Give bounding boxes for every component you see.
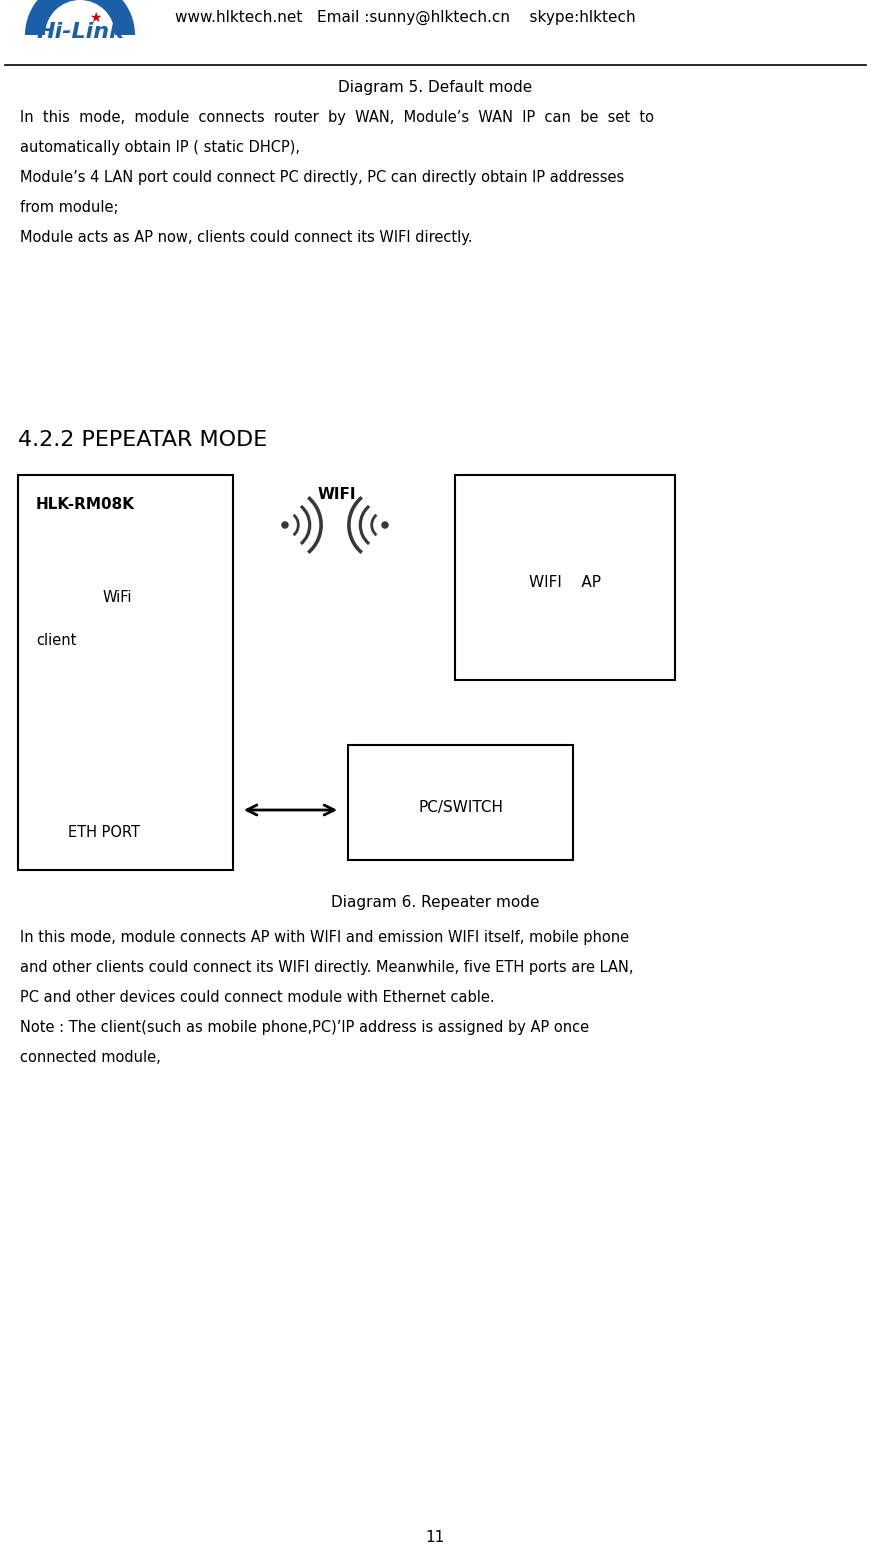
- Wedge shape: [25, 0, 135, 36]
- Text: and other clients could connect its WIFI directly. Meanwhile, five ETH ports are: and other clients could connect its WIFI…: [20, 960, 633, 974]
- Text: ETH PORT: ETH PORT: [68, 826, 140, 840]
- Text: PC and other devices could connect module with Ethernet cable.: PC and other devices could connect modul…: [20, 990, 495, 1005]
- Text: WiFi: WiFi: [103, 590, 132, 606]
- Bar: [455, 476, 675, 680]
- Text: In  this  mode,  module  connects  router  by  WAN,  Module’s  WAN  IP  can  be : In this mode, module connects router by …: [20, 110, 654, 125]
- Text: Diagram 5. Default mode: Diagram 5. Default mode: [338, 81, 532, 94]
- Text: www.hlktech.net   Email :sunny@hlktech.cn    skype:hlktech: www.hlktech.net Email :sunny@hlktech.cn …: [175, 9, 636, 25]
- Text: client: client: [36, 634, 77, 647]
- Text: PC/SWITCH: PC/SWITCH: [418, 799, 503, 815]
- Bar: [18, 476, 233, 871]
- Text: WIFI    AP: WIFI AP: [529, 575, 601, 590]
- Text: Hi-Link: Hi-Link: [36, 22, 124, 42]
- Text: 4.2.2 PEPEATAR MODE: 4.2.2 PEPEATAR MODE: [18, 431, 267, 451]
- Text: In this mode, module connects AP with WIFI and emission WIFI itself, mobile phon: In this mode, module connects AP with WI…: [20, 929, 629, 945]
- Text: automatically obtain IP ( static DHCP),: automatically obtain IP ( static DHCP),: [20, 139, 300, 155]
- Circle shape: [382, 522, 388, 528]
- Text: Module acts as AP now, clients could connect its WIFI directly.: Module acts as AP now, clients could con…: [20, 229, 472, 245]
- Text: 11: 11: [425, 1530, 444, 1544]
- Text: Note : The client(such as mobile phone,PC)’IP address is assigned by AP once: Note : The client(such as mobile phone,P…: [20, 1019, 589, 1035]
- Circle shape: [282, 522, 288, 528]
- Text: ★: ★: [89, 11, 101, 25]
- Text: connected module,: connected module,: [20, 1050, 161, 1066]
- Text: HLK-RM08K: HLK-RM08K: [36, 497, 135, 513]
- Text: from module;: from module;: [20, 200, 118, 215]
- Text: WIFI: WIFI: [318, 486, 356, 502]
- Bar: [348, 745, 573, 860]
- Ellipse shape: [45, 20, 115, 50]
- Text: Module’s 4 LAN port could connect PC directly, PC can directly obtain IP address: Module’s 4 LAN port could connect PC dir…: [20, 170, 625, 184]
- Text: Diagram 6. Repeater mode: Diagram 6. Repeater mode: [331, 895, 539, 909]
